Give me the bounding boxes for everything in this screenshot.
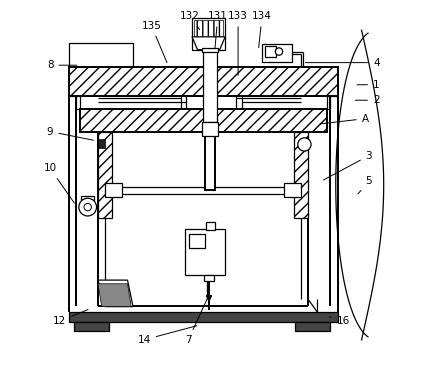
- Bar: [295, 323, 330, 331]
- Polygon shape: [192, 37, 225, 50]
- Text: 7: 7: [185, 295, 209, 345]
- Text: 2: 2: [355, 95, 380, 105]
- Bar: [192, 18, 225, 50]
- Bar: [301, 139, 308, 148]
- Bar: [194, 20, 223, 37]
- Bar: [82, 196, 94, 201]
- Text: 132: 132: [180, 11, 200, 30]
- Text: 10: 10: [43, 164, 74, 203]
- Bar: [294, 132, 308, 218]
- Text: 8: 8: [47, 60, 77, 70]
- Circle shape: [298, 138, 311, 151]
- Text: 14: 14: [137, 326, 197, 345]
- Bar: [105, 183, 122, 197]
- Polygon shape: [98, 284, 131, 307]
- Bar: [262, 44, 291, 62]
- Bar: [69, 43, 133, 67]
- Polygon shape: [206, 296, 212, 301]
- Bar: [190, 234, 205, 248]
- Bar: [206, 222, 215, 230]
- Text: 134: 134: [252, 11, 272, 48]
- Bar: [69, 312, 338, 323]
- Bar: [265, 46, 276, 57]
- Bar: [185, 229, 225, 275]
- Bar: [69, 67, 338, 96]
- Circle shape: [84, 204, 91, 211]
- Bar: [202, 122, 218, 136]
- Bar: [205, 136, 215, 190]
- Text: 1: 1: [357, 80, 380, 90]
- Bar: [204, 275, 214, 281]
- Bar: [202, 48, 218, 51]
- Polygon shape: [98, 280, 133, 307]
- Circle shape: [275, 48, 283, 55]
- Bar: [98, 139, 105, 148]
- Text: 4: 4: [305, 58, 380, 68]
- Bar: [284, 183, 301, 197]
- Text: 135: 135: [141, 21, 167, 63]
- Bar: [98, 132, 112, 218]
- Text: 12: 12: [53, 310, 88, 326]
- Text: 3: 3: [323, 151, 372, 180]
- Bar: [80, 110, 326, 132]
- Text: 16: 16: [329, 316, 350, 326]
- Text: 131: 131: [208, 11, 228, 55]
- Circle shape: [79, 198, 97, 216]
- Bar: [203, 50, 217, 122]
- Bar: [74, 323, 109, 331]
- Text: 9: 9: [47, 127, 93, 140]
- Text: A: A: [320, 114, 369, 124]
- Text: 5: 5: [358, 176, 372, 194]
- Text: 133: 133: [228, 11, 248, 75]
